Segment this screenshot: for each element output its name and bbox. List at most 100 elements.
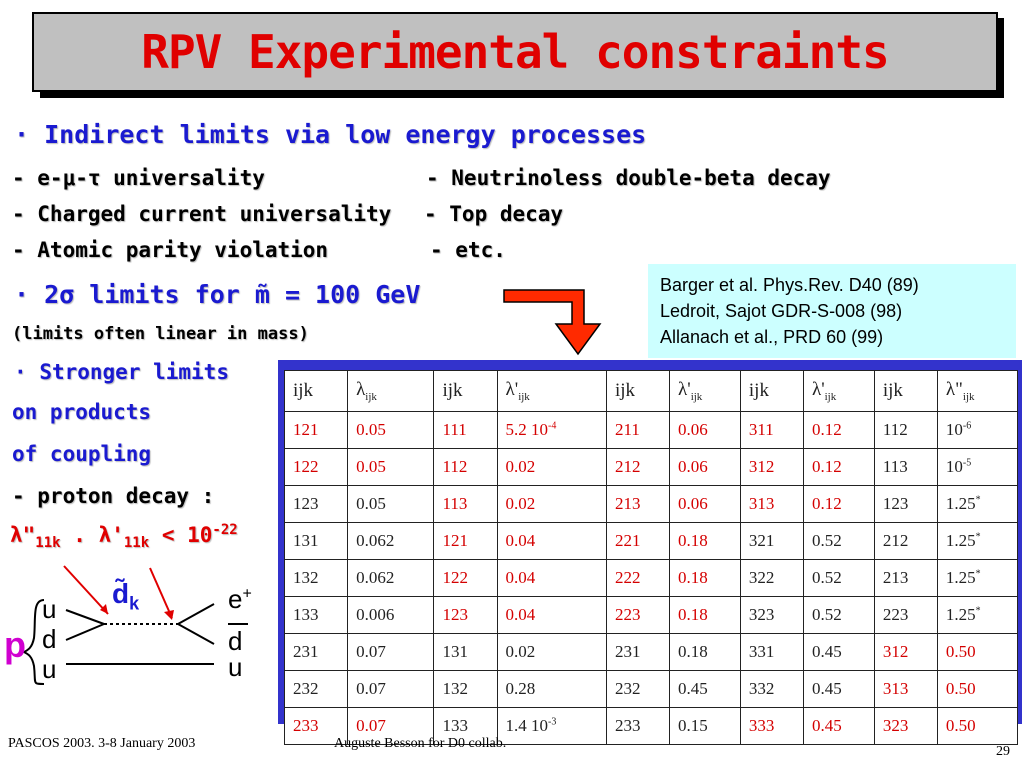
- table-row: 132 0.062 122 0.04 222 0.18 322 0.52 213 1.25*: [283, 559, 1019, 597]
- table-cell: 123: [283, 485, 349, 523]
- bullet-dot-icon: ·: [14, 360, 27, 384]
- proton-decay-diagram: [21, 565, 248, 685]
- table-cell: 0.062: [347, 522, 435, 560]
- cell-value: 223: [882, 605, 909, 624]
- table-cell: 0.05: [347, 485, 435, 523]
- cell-value: 1.25: [945, 531, 976, 550]
- table-cell: 323: [873, 707, 938, 745]
- table-cell: 212: [605, 448, 671, 486]
- cell-value: 0.45: [811, 716, 842, 735]
- cell-value: 323: [748, 605, 775, 624]
- cell-value: 0.50: [945, 679, 976, 698]
- table-cell: 332: [739, 670, 804, 708]
- quark-line-u1: [65, 609, 105, 625]
- cell-value: 0.06: [678, 494, 708, 513]
- table-row: 121 0.05 111 5.2 10-4 211 0.06 311 0.12 112 10-6: [283, 411, 1019, 449]
- bullet-dot-icon: ·: [14, 280, 30, 309]
- cell-exponent: -3: [548, 716, 557, 728]
- header-subscript: ijk: [690, 390, 703, 403]
- cell-value: 0.02: [505, 494, 536, 513]
- squark-label: d̃k: [112, 578, 139, 615]
- header-subscript: ijk: [824, 390, 837, 403]
- cell-value: 133: [293, 605, 319, 624]
- table-cell: 233: [605, 707, 671, 745]
- cell-value: 112: [882, 420, 908, 439]
- cell-value: 0.45: [811, 642, 842, 661]
- limit-exponent: -22: [212, 522, 238, 538]
- cell-value: 0.05: [356, 457, 386, 476]
- header-symbol: λ: [356, 379, 366, 401]
- table-cell: 0.18: [669, 596, 741, 634]
- table-cell: 0.45: [802, 707, 875, 745]
- cell-value: 212: [882, 531, 909, 550]
- cell-value: 131: [442, 642, 468, 661]
- header-symbol: ijk: [614, 380, 636, 401]
- process-right-1: - Neutrinoless double-beta decay: [426, 166, 831, 190]
- cell-value: 121: [293, 420, 319, 439]
- linear-note: (limits often linear in mass): [12, 324, 309, 344]
- table-cell: 0.04: [496, 559, 607, 597]
- footer-conference: PASCOS 2003. 3-8 January 2003: [8, 736, 196, 751]
- cell-value: 221: [614, 531, 641, 550]
- cell-value: 0.02: [505, 457, 536, 476]
- out-u-label: u: [228, 652, 243, 682]
- table-cell: 0.06: [669, 485, 741, 523]
- product-dot: .: [73, 523, 86, 547]
- cell-value: 132: [293, 568, 319, 587]
- table-header-cell: λ'ijk: [496, 370, 607, 412]
- cell-value: 321: [748, 531, 775, 550]
- cell-value: 212: [614, 457, 641, 476]
- table-cell: 0.15: [669, 707, 741, 745]
- table-cell: 0.18: [669, 522, 741, 560]
- table-header-cell: ijk: [873, 370, 938, 412]
- cell-value: 113: [882, 457, 908, 476]
- cell-value: 0.006: [356, 605, 395, 624]
- header-subscript: ijk: [365, 390, 377, 403]
- table-header-cell: ijk: [283, 370, 349, 412]
- table-cell: 1.25*: [936, 522, 1019, 560]
- process-left-1: - e-μ-τ universality: [12, 166, 265, 190]
- cell-value: 0.45: [811, 679, 842, 698]
- brace-icon: [21, 599, 45, 685]
- cell-value: 0.04: [505, 531, 536, 550]
- table-cell: 333: [739, 707, 804, 745]
- table-cell: 312: [873, 633, 938, 671]
- table-cell: 10-5: [936, 448, 1019, 486]
- cell-value: 121: [442, 531, 468, 550]
- cell-value: 132: [442, 679, 468, 698]
- cell-exponent: *: [975, 531, 981, 543]
- table-cell: 121: [283, 411, 349, 449]
- cell-value: 113: [442, 494, 468, 513]
- table-cell: 133: [283, 596, 349, 634]
- table-cell: 212: [873, 522, 938, 560]
- quark-u-top: u: [42, 594, 57, 624]
- table-cell: 313: [739, 485, 804, 523]
- table-cell: 0.05: [347, 448, 435, 486]
- table-header-cell: λ'ijk: [802, 370, 875, 412]
- table-cell: 0.04: [496, 522, 607, 560]
- cell-value: 0.18: [678, 531, 708, 550]
- table-cell: 0.04: [496, 596, 607, 634]
- table-cell: 0.02: [496, 448, 607, 486]
- cell-value: 0.07: [356, 679, 386, 698]
- table-cell: 0.18: [669, 633, 741, 671]
- cell-value: 0.18: [678, 642, 708, 661]
- header-symbol: ijk: [442, 380, 463, 401]
- table-cell: 0.12: [802, 485, 875, 523]
- table-cell: 5.2 10-4: [496, 411, 607, 449]
- cell-value: 222: [614, 568, 641, 587]
- table-cell: 0.52: [802, 596, 875, 634]
- bullet-stronger-text: Stronger limits: [39, 360, 229, 384]
- table-cell: 122: [433, 559, 498, 597]
- proton-label: p: [4, 624, 26, 665]
- table-cell: 123: [433, 596, 498, 634]
- cell-value: 0.15: [678, 716, 708, 735]
- table-cell: 0.06: [669, 411, 741, 449]
- cell-value: 323: [882, 716, 909, 735]
- cell-value: 1.25: [945, 568, 976, 587]
- cell-value: 0.18: [678, 568, 708, 587]
- table-cell: 0.52: [802, 522, 875, 560]
- table-row: 122 0.05 112 0.02 212 0.06 312 0.12 113 10-5: [283, 448, 1019, 486]
- positron-symbol: e: [228, 584, 243, 614]
- table-cell: 132: [433, 670, 498, 708]
